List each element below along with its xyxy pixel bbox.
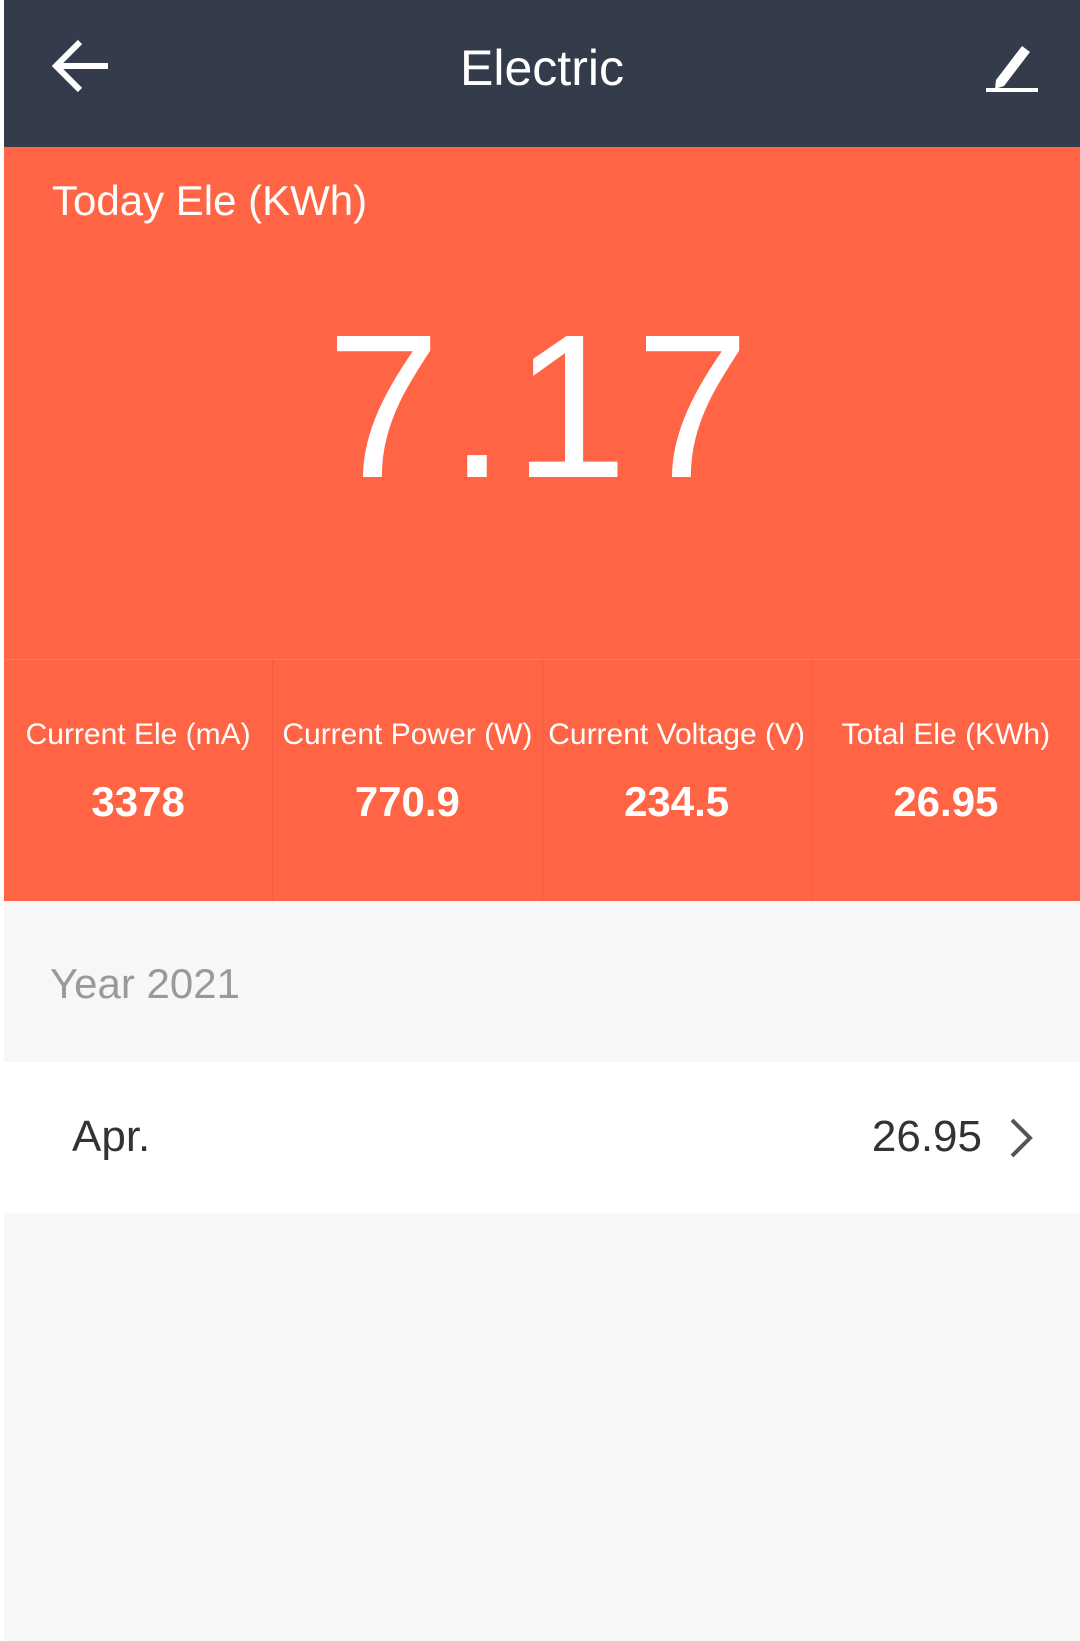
today-value: 7.17: [326, 292, 758, 521]
chevron-right-icon: [1010, 1118, 1033, 1158]
stat-value: 234.5: [624, 778, 730, 825]
today-panel: Today Ele (KWh) 7.17: [4, 147, 1080, 659]
stat-value: 26.95: [893, 778, 999, 825]
stat-total-ele: Total Ele (KWh) 26.95: [812, 660, 1080, 901]
stat-label: Current Ele (mA): [25, 718, 251, 751]
stat-label: Current Voltage (V): [548, 718, 806, 751]
stat-current-power: Current Power (W) 770.9: [273, 660, 543, 901]
month-label: Apr.: [72, 1112, 151, 1161]
stat-value: 3378: [91, 778, 185, 825]
stat-current-voltage: Current Voltage (V) 234.5: [543, 660, 812, 901]
pencil-icon[interactable]: [984, 40, 1040, 96]
top-bar: Electric: [4, 0, 1080, 147]
stat-value: 770.9: [354, 778, 460, 825]
stat-current-ele: Current Ele (mA) 3378: [4, 660, 274, 901]
stat-label: Current Power (W): [282, 718, 533, 751]
screen: Electric Today Ele (KWh) 7.17 Current El…: [4, 0, 1080, 1641]
month-value: 26.95: [871, 1112, 982, 1161]
page-title: Electric: [460, 40, 624, 96]
stats-row: Current Ele (mA) 3378 Current Power (W) 77…: [4, 659, 1080, 901]
year-header: Year 2021: [50, 960, 240, 1007]
stat-label: Total Ele (KWh): [841, 718, 1051, 751]
list-item[interactable]: Apr. 26.95: [4, 1062, 1080, 1213]
arrow-left-icon[interactable]: [50, 36, 114, 96]
today-label: Today Ele (KWh): [52, 177, 368, 224]
